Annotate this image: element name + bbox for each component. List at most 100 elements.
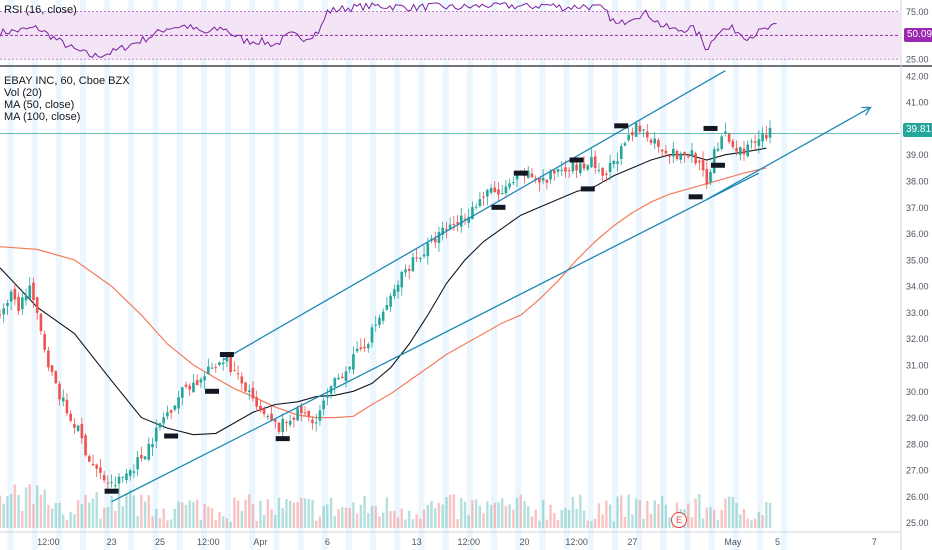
volume-bar	[411, 519, 415, 528]
candle-body	[627, 135, 630, 141]
candle-body	[750, 141, 753, 143]
volume-bar	[225, 518, 229, 528]
volume-bar	[277, 497, 281, 528]
candle-body	[653, 138, 657, 144]
candle-body	[177, 397, 180, 409]
volume-bar	[229, 521, 232, 528]
candle-body	[233, 370, 236, 372]
pivot-mark	[703, 125, 718, 131]
candle-body	[348, 366, 351, 370]
volume-bar	[315, 520, 318, 528]
x-tick-label: 23	[107, 537, 117, 547]
candle-body	[277, 422, 281, 432]
volume-bar	[575, 509, 578, 528]
earnings-icon[interactable]: E	[671, 512, 687, 528]
volume-bar	[753, 518, 757, 528]
volume-bar	[311, 499, 314, 528]
volume-bar	[47, 504, 50, 528]
candle-body	[612, 161, 616, 165]
ma100-line	[0, 167, 767, 419]
y-tick-label: 37.00	[906, 203, 929, 213]
volume-bar	[564, 507, 567, 528]
candle-body	[296, 408, 299, 421]
candle-body	[114, 485, 117, 487]
candle-body	[24, 295, 28, 301]
volume-bar	[646, 501, 649, 528]
volume-bar	[129, 489, 132, 528]
candle-body	[727, 133, 731, 142]
candle-body	[311, 419, 314, 424]
volume-bar	[463, 501, 467, 528]
volume-bar	[716, 520, 720, 528]
candle-body	[582, 163, 586, 169]
volume-bar	[307, 499, 310, 528]
volume-bar	[620, 495, 623, 528]
volume-bar	[687, 503, 690, 528]
candle-body	[337, 377, 340, 380]
volume-bar	[203, 503, 206, 528]
volume-bar	[117, 490, 121, 528]
session-band	[757, 0, 764, 550]
volume-bar	[720, 509, 723, 528]
volume-bar	[727, 496, 731, 528]
candle-body	[69, 413, 72, 421]
volume-bar	[381, 512, 385, 528]
volume-bar	[222, 516, 225, 528]
candle-body	[526, 170, 530, 179]
candle-body	[720, 136, 723, 149]
volume-bar	[504, 506, 508, 528]
candle-body	[32, 282, 35, 300]
volume-bar	[352, 502, 355, 528]
candle-body	[493, 187, 497, 192]
volume-bar	[515, 497, 519, 528]
candle-body	[530, 173, 534, 178]
volume-bar	[292, 502, 296, 528]
x-tick-label: 12:00	[197, 537, 220, 547]
candle-body	[136, 457, 139, 470]
candle-body	[746, 144, 750, 157]
volume-bar	[594, 518, 597, 528]
volume-bar	[549, 504, 552, 528]
volume-bar	[344, 507, 348, 528]
volume-bar	[102, 507, 106, 528]
y-tick-label: 35.00	[906, 255, 929, 265]
volume-bar	[296, 502, 299, 528]
volume-bar	[166, 520, 169, 528]
candle-body	[601, 167, 604, 176]
volume-bar	[560, 509, 563, 528]
volume-bar	[21, 510, 24, 528]
volume-bar	[244, 499, 247, 528]
volume-bar	[638, 499, 642, 528]
volume-bar	[742, 508, 746, 528]
y-tick-label: 29.00	[906, 413, 929, 423]
volume-bar	[95, 492, 98, 528]
volume-bar	[363, 495, 366, 528]
price-current-tag: 39.81	[903, 123, 932, 137]
volume-bar	[151, 516, 154, 528]
pivot-mark	[275, 436, 290, 442]
volume-bar	[434, 508, 437, 528]
pivot-mark	[580, 186, 595, 192]
volume-bar	[523, 501, 526, 528]
x-tick-label: 13	[412, 537, 422, 547]
volume-bar	[24, 487, 28, 528]
volume-bar	[50, 508, 54, 528]
candle-body	[259, 405, 262, 411]
candle-body	[2, 308, 6, 315]
volume-bar	[329, 497, 333, 528]
channel-upper	[222, 70, 726, 361]
candle-body	[218, 362, 221, 365]
volume-bar	[2, 503, 5, 528]
volume-bar	[248, 494, 251, 528]
volume-bar	[746, 518, 749, 528]
candle-body	[43, 333, 46, 350]
volume-bar	[114, 510, 117, 528]
volume-bar	[9, 494, 13, 528]
candle-body	[445, 229, 448, 231]
volume-bar	[612, 521, 615, 528]
volume-bar	[359, 504, 363, 528]
candle-body	[102, 475, 106, 481]
candle-body	[489, 188, 493, 193]
candle-body	[199, 379, 203, 383]
